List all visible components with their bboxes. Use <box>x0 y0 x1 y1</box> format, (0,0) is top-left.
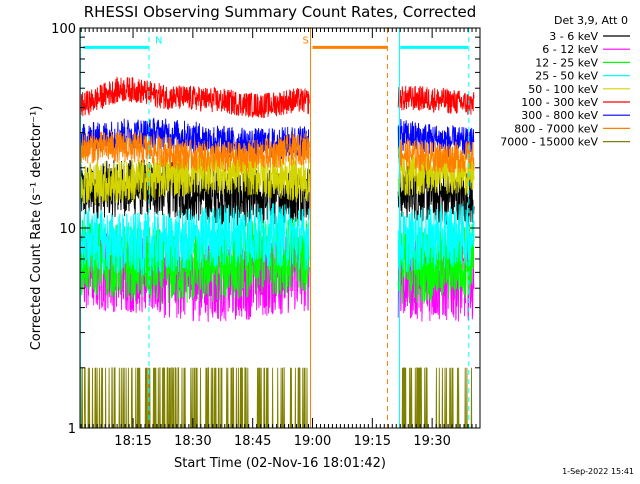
marker-label: N <box>155 35 162 46</box>
series-line <box>79 131 475 173</box>
legend-label: 100 - 300 keV <box>521 96 598 109</box>
legend-label: 3 - 6 keV <box>549 30 598 43</box>
legend-label: 50 - 100 keV <box>528 83 598 96</box>
legend-label: 25 - 50 keV <box>535 70 598 83</box>
y-tick-label: 100 <box>51 22 76 37</box>
y-tick-label: 1 <box>68 422 76 437</box>
chart-title: RHESSI Observing Summary Count Rates, Co… <box>84 3 477 21</box>
legend-label: 12 - 25 keV <box>535 56 598 69</box>
y-tick-label: 10 <box>59 222 76 237</box>
series-line <box>79 76 475 119</box>
legend-header: Det 3,9, Att 0 <box>554 14 628 27</box>
x-tick-label: 19:00 <box>294 434 331 449</box>
x-tick-label: 19:30 <box>413 434 450 449</box>
marker-label: S <box>303 35 309 46</box>
x-tick-label: 19:15 <box>354 434 391 449</box>
legend-label: 6 - 12 keV <box>542 43 598 56</box>
axes: 1 10 100 18:15 18:30 18:45 19:00 19:15 19:30 <box>51 22 481 449</box>
x-axis-label: Start Time (02-Nov-16 18:01:42) <box>174 456 386 471</box>
legend-label: 7000 - 15000 keV <box>500 136 598 149</box>
legend-label: 800 - 7000 keV <box>514 122 598 135</box>
y-axis-label: Corrected Count Rate (s⁻¹ detector⁻¹) <box>29 106 44 351</box>
legend-label: 300 - 800 keV <box>521 109 598 122</box>
x-tick-label: 18:45 <box>234 434 271 449</box>
footer-date: 1-Sep-2022 15:41 <box>562 467 634 476</box>
x-tick-label: 18:15 <box>114 434 151 449</box>
series-line <box>79 202 475 277</box>
x-tick-label: 18:30 <box>174 434 211 449</box>
series-line <box>79 367 474 429</box>
